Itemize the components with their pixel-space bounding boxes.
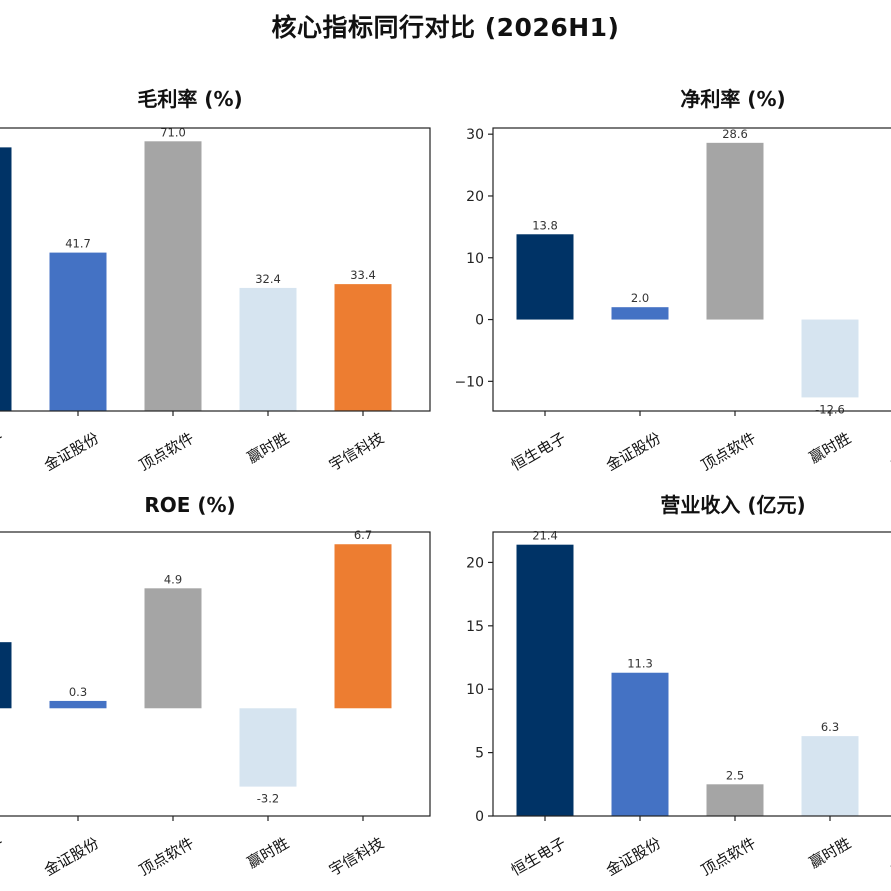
x-tick-label: 恒生电子: [0, 834, 7, 880]
bar-宇信科技: [334, 544, 392, 709]
chart-3-frame: [0, 531, 431, 817]
chart-1-title: 毛利率 (%): [137, 87, 242, 111]
bar-顶点软件: [706, 142, 764, 320]
y-tick-label: 15: [466, 619, 484, 635]
y-tick-label: 10: [466, 251, 484, 267]
chart-1-frame: [0, 127, 431, 412]
bar-恒生电子: [516, 544, 574, 816]
bar-赢时胜: [801, 736, 859, 816]
y-tick-label: 20: [466, 555, 484, 571]
data-label: 41.7: [65, 237, 91, 251]
data-label: 4.9: [164, 572, 182, 586]
chart-2-title: 净利率 (%): [680, 87, 785, 111]
x-tick-label: 金证股份: [603, 834, 664, 880]
data-label: 0.3: [69, 685, 87, 699]
x-tick-label: 宇信科技: [326, 834, 387, 880]
x-tick-label: 赢时胜: [244, 429, 292, 467]
data-label: 2.5: [726, 768, 744, 782]
page-title: 核心指标同行对比 (2026H1): [271, 13, 620, 42]
x-tick-label: 顶点软件: [136, 429, 197, 475]
bar-顶点软件: [706, 784, 764, 816]
chart-4-title: 营业收入 (亿元): [660, 493, 805, 517]
x-tick-label: 赢时胜: [244, 834, 292, 872]
y-tick-label: 20: [466, 189, 484, 205]
bar-金证股份: [49, 700, 107, 709]
bar-金证股份: [611, 307, 669, 320]
x-tick-label: 恒生电子: [0, 429, 7, 475]
y-tick-label: 0: [475, 809, 484, 825]
x-tick-label: 宇信科技: [326, 429, 387, 475]
x-tick-label: 赢时胜: [806, 429, 854, 467]
data-label: 71.0: [160, 125, 186, 139]
data-label: 13.8: [532, 218, 558, 232]
bar-金证股份: [611, 672, 669, 816]
x-tick-label: 金证股份: [603, 429, 664, 475]
x-tick-label: 恒生电子: [508, 834, 569, 880]
data-label: 32.4: [255, 272, 281, 286]
x-tick-label: 金证股份: [41, 429, 102, 475]
data-label: 6.3: [821, 720, 839, 734]
bar-宇信科技: [334, 284, 392, 411]
bar-恒生电子: [0, 642, 12, 709]
x-tick-label: 顶点软件: [698, 834, 759, 880]
bar-顶点软件: [144, 141, 202, 412]
data-label: 11.3: [627, 657, 653, 671]
data-label: 2.0: [631, 291, 649, 305]
bar-恒生电子: [516, 234, 574, 320]
data-label: 33.4: [350, 268, 376, 282]
chart-2-frame: [492, 127, 891, 412]
data-label: -3.2: [257, 792, 279, 806]
bar-顶点软件: [144, 588, 202, 709]
bar-赢时胜: [239, 708, 297, 787]
data-label: 21.4: [532, 529, 558, 543]
y-tick-label: 10: [466, 682, 484, 698]
data-label: 6.7: [354, 528, 372, 542]
data-label: 28.6: [722, 127, 748, 141]
data-label: -12.6: [815, 402, 845, 416]
y-tick-label: −10: [454, 374, 484, 390]
y-tick-label: 5: [475, 746, 484, 762]
bar-恒生电子: [0, 147, 12, 411]
x-tick-label: 顶点软件: [136, 834, 197, 880]
x-tick-label: 恒生电子: [508, 429, 569, 475]
x-tick-label: 顶点软件: [698, 429, 759, 475]
x-tick-label: 赢时胜: [806, 834, 854, 872]
y-tick-label: 30: [466, 127, 484, 143]
chart-3-title: ROE (%): [144, 493, 235, 517]
bar-赢时胜: [801, 319, 859, 398]
x-tick-label: 金证股份: [41, 834, 102, 880]
y-tick-label: 0: [475, 313, 484, 329]
chart-4-frame: [492, 531, 891, 817]
bar-金证股份: [49, 252, 107, 411]
bar-赢时胜: [239, 287, 297, 411]
